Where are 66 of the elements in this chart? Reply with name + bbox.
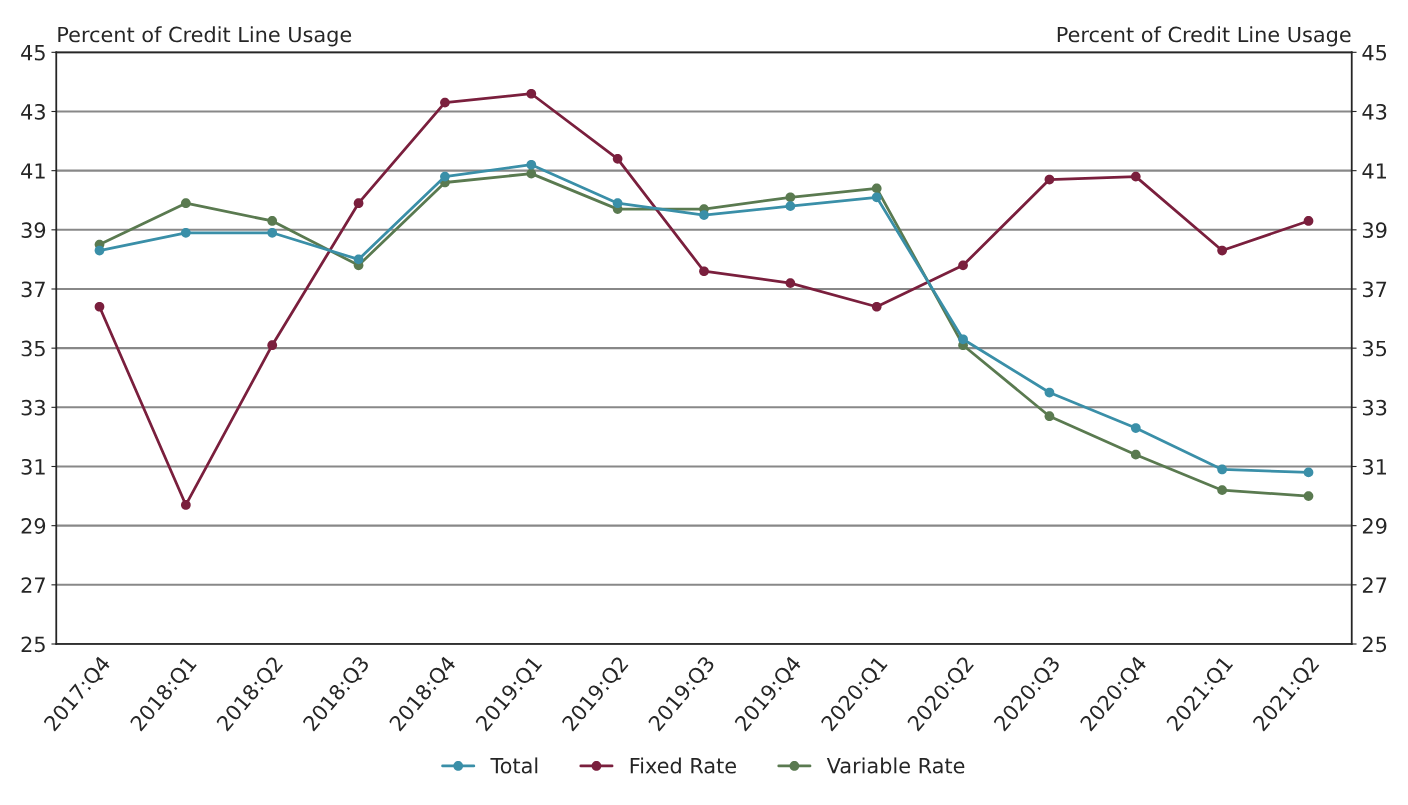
point (526, 159, 537, 170)
y-tick-label: 45 (21, 45, 45, 61)
point (526, 168, 537, 179)
point (267, 216, 278, 226)
y-tick-label: 25 (21, 636, 45, 653)
y-axis-title: Percent of Credit Line Usage (58, 26, 352, 47)
point (785, 278, 796, 288)
point (612, 198, 623, 209)
point (1130, 423, 1141, 433)
legend-label: Fixed Rate (630, 757, 736, 774)
point (1217, 464, 1228, 475)
point (353, 198, 364, 209)
point (958, 334, 968, 345)
y2-tick-label: 39 (1362, 222, 1387, 239)
point (1044, 411, 1055, 422)
point (785, 192, 796, 203)
y2-axis-title: Percent of Credit Line Usage (1057, 26, 1351, 47)
point (1130, 449, 1141, 460)
y2-tick-label: 27 (1362, 577, 1387, 593)
point (267, 227, 278, 238)
point (699, 210, 709, 220)
y2-tick-label: 29 (1362, 518, 1387, 534)
point (699, 266, 709, 277)
y2-tick-label: 25 (1362, 636, 1387, 653)
point (1217, 485, 1228, 496)
point (958, 260, 968, 271)
point (1044, 174, 1055, 185)
point (180, 500, 191, 510)
y-tick-label: 43 (21, 103, 45, 120)
y2-tick-label: 37 (1362, 281, 1387, 298)
y-tick-label: 27 (21, 577, 45, 593)
point (1130, 171, 1141, 182)
point (440, 171, 450, 182)
legend-label: Variable Rate (826, 757, 965, 774)
legend-label: Total (490, 757, 538, 774)
point (785, 201, 796, 212)
point (612, 153, 623, 164)
point (871, 183, 882, 194)
point (180, 227, 191, 238)
y-tick-label: 41 (21, 163, 45, 179)
point (1217, 245, 1228, 256)
point (440, 97, 450, 108)
point (871, 192, 882, 203)
point (267, 340, 278, 351)
y-tick-label: 29 (21, 518, 46, 534)
point (526, 88, 537, 99)
point (1044, 387, 1055, 398)
y-tick-label: 39 (21, 222, 46, 239)
y2-tick-label: 33 (1362, 399, 1387, 416)
point (353, 254, 364, 265)
point (180, 198, 191, 209)
y-tick-label: 35 (21, 340, 45, 357)
y2-tick-label: 45 (1362, 45, 1387, 61)
point (94, 245, 105, 256)
point (1303, 467, 1314, 478)
y-tick-label: 31 (21, 458, 45, 475)
y2-tick-label: 43 (1362, 103, 1387, 120)
y-tick-label: 37 (21, 281, 45, 298)
y-tick-label: 33 (21, 399, 45, 416)
y2-tick-label: 41 (1362, 163, 1386, 179)
point (871, 301, 882, 312)
point (1303, 491, 1314, 501)
y2-tick-label: 31 (1362, 458, 1386, 475)
y2-tick-label: 35 (1362, 340, 1387, 357)
point (1303, 216, 1314, 226)
point (94, 301, 105, 312)
